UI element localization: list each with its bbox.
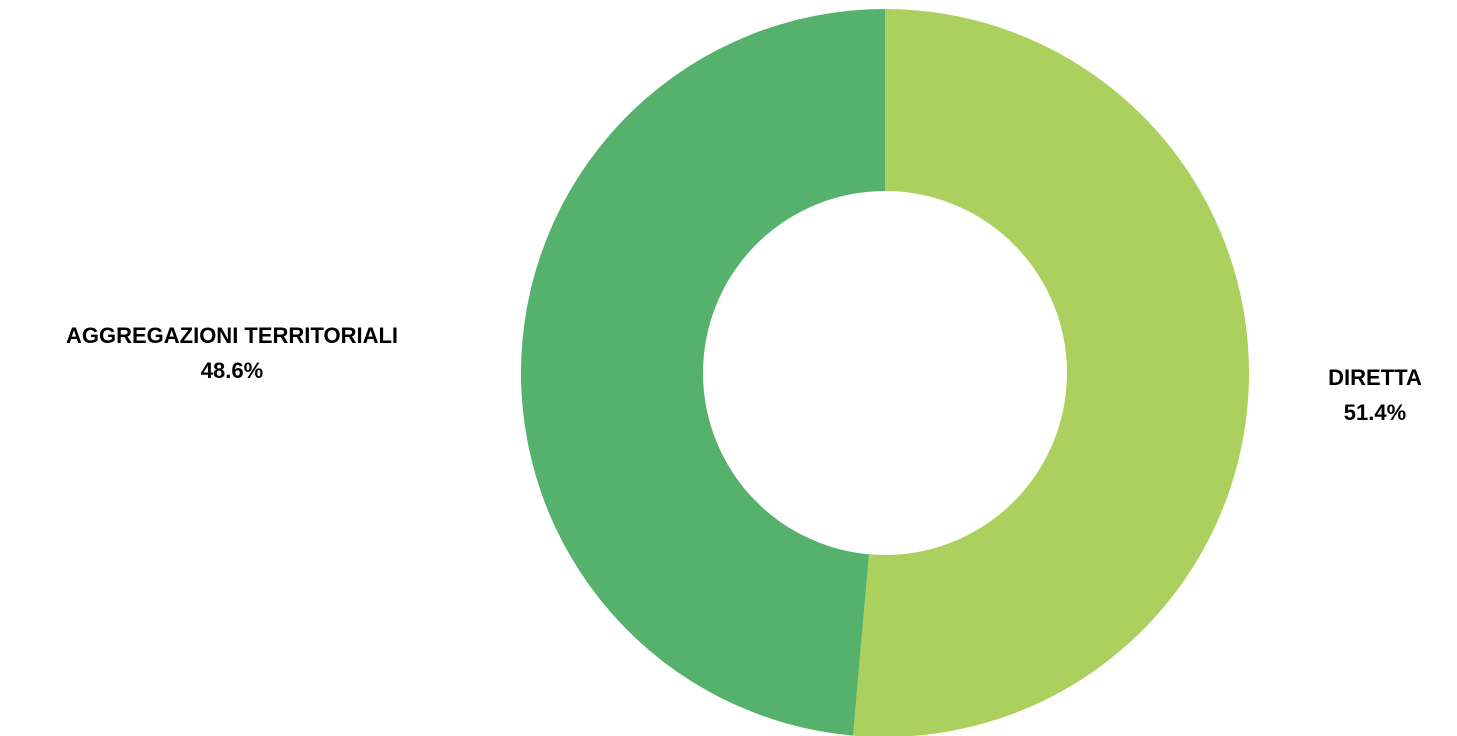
slice-label-name: AGGREGAZIONI TERRITORIALI [66, 323, 398, 348]
slice-diretta [853, 9, 1249, 736]
donut-slices [520, 9, 1249, 736]
slice-label-value: 51.4% [1344, 400, 1406, 425]
slice-label-name: DIRETTA [1328, 365, 1422, 390]
slice-label-value: 48.6% [201, 358, 263, 383]
slice-aggregazioni-territoriali [520, 9, 885, 736]
slice-labels: DIRETTA 51.4% AGGREGAZIONI TERRITORIALI 48.… [66, 323, 1422, 425]
